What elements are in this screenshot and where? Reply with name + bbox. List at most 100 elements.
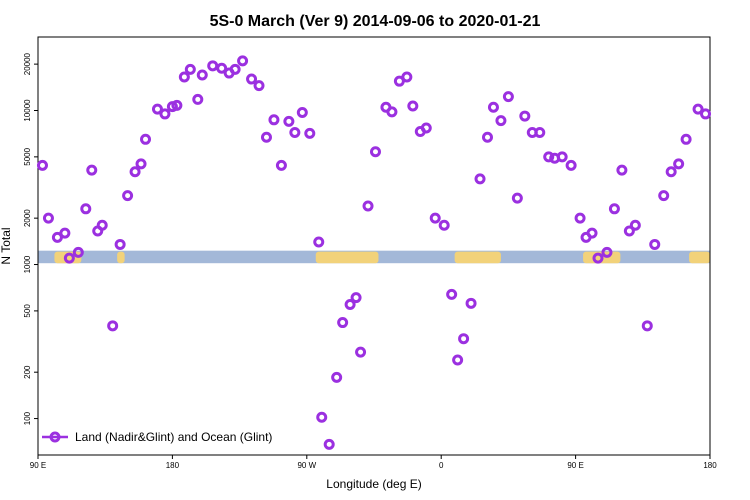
- data-point: [658, 190, 670, 202]
- data-point: [289, 126, 301, 138]
- data-point: [72, 246, 84, 258]
- legend-label: Land (Nadir&Glint) and Ocean (Glint): [75, 430, 272, 444]
- data-point: [275, 159, 287, 171]
- data-point: [122, 190, 134, 202]
- data-point: [474, 173, 486, 185]
- data-points: [36, 55, 712, 450]
- data-point: [429, 212, 441, 224]
- data-point: [229, 63, 241, 75]
- data-point: [192, 93, 204, 105]
- data-point: [260, 131, 272, 143]
- data-point: [465, 297, 477, 309]
- data-point: [216, 62, 228, 74]
- data-point: [481, 131, 493, 143]
- x-axis-label: Longitude (deg E): [326, 477, 421, 491]
- data-point: [362, 200, 374, 212]
- data-point: [184, 63, 196, 75]
- x-tick-label: 90 W: [297, 461, 316, 470]
- data-point: [178, 71, 190, 83]
- data-point: [407, 100, 419, 112]
- data-point: [369, 146, 381, 158]
- data-point: [641, 320, 653, 332]
- data-point: [649, 238, 661, 250]
- data-point: [331, 371, 343, 383]
- land-segment: [689, 251, 710, 264]
- data-point: [129, 166, 141, 178]
- data-point: [140, 133, 152, 145]
- data-point: [592, 252, 604, 264]
- data-point: [511, 192, 523, 204]
- data-point: [59, 227, 71, 239]
- chart-title: 5S-0 March (Ver 9) 2014-09-06 to 2020-01…: [210, 13, 541, 30]
- x-tick-label: 180: [703, 461, 717, 470]
- x-tick-label: 0: [439, 461, 444, 470]
- data-point: [680, 133, 692, 145]
- data-point: [96, 219, 108, 231]
- y-axis: 100 200 500 1000 2000 5000 10000 20000: [23, 52, 38, 425]
- data-point: [268, 114, 280, 126]
- data-point: [355, 346, 367, 358]
- x-axis: 90 E 180 90 W 0 90 E 180: [30, 455, 717, 470]
- y-tick-label: 10000: [23, 99, 32, 122]
- data-point: [495, 115, 507, 127]
- legend-marker: [49, 431, 61, 443]
- data-point: [673, 158, 685, 170]
- data-point: [487, 101, 499, 113]
- x-tick-label: 90 E: [30, 461, 46, 470]
- x-tick-label: 90 E: [567, 461, 583, 470]
- y-axis-label: N Total: [0, 227, 13, 264]
- land-segment: [454, 251, 501, 264]
- data-point: [623, 225, 635, 237]
- data-point: [616, 164, 628, 176]
- data-point: [159, 108, 171, 120]
- data-point: [135, 158, 147, 170]
- data-point: [700, 108, 712, 120]
- data-point: [534, 126, 546, 138]
- data-point: [350, 292, 362, 304]
- x-tick-label: 180: [166, 461, 180, 470]
- data-point: [51, 231, 63, 243]
- data-point: [556, 151, 568, 163]
- data-point: [207, 60, 219, 72]
- data-point: [401, 71, 413, 83]
- data-point: [574, 212, 586, 224]
- data-point: [86, 164, 98, 176]
- data-point: [237, 55, 249, 67]
- data-point: [601, 246, 613, 258]
- plot-frame: [37, 36, 711, 456]
- data-point: [452, 354, 464, 366]
- land-segment: [117, 251, 125, 264]
- data-point: [565, 159, 577, 171]
- data-point: [608, 203, 620, 215]
- data-point: [253, 80, 265, 92]
- data-point: [665, 166, 677, 178]
- data-point: [42, 212, 54, 224]
- data-point: [36, 159, 48, 171]
- data-point: [543, 151, 555, 163]
- y-tick-label: 1000: [23, 255, 32, 273]
- data-point: [63, 252, 75, 264]
- data-point: [629, 219, 641, 231]
- data-point: [420, 122, 432, 134]
- y-tick-label: 5000: [23, 147, 32, 165]
- data-point: [502, 91, 514, 103]
- data-point: [344, 299, 356, 311]
- data-point: [386, 106, 398, 118]
- land-segment: [315, 251, 379, 264]
- y-tick-label: 100: [23, 411, 32, 425]
- y-tick-label: 500: [23, 304, 32, 318]
- data-point: [296, 107, 308, 119]
- y-tick-label: 2000: [23, 209, 32, 227]
- data-point: [519, 110, 531, 122]
- data-point: [171, 99, 183, 111]
- data-point: [438, 219, 450, 231]
- data-point: [323, 438, 335, 450]
- land-ocean-band: [38, 250, 710, 264]
- data-point: [246, 73, 258, 85]
- legend: Land (Nadir&Glint) and Ocean (Glint): [42, 430, 272, 444]
- data-point: [692, 103, 704, 115]
- y-tick-label: 20000: [23, 52, 32, 75]
- data-point: [586, 227, 598, 239]
